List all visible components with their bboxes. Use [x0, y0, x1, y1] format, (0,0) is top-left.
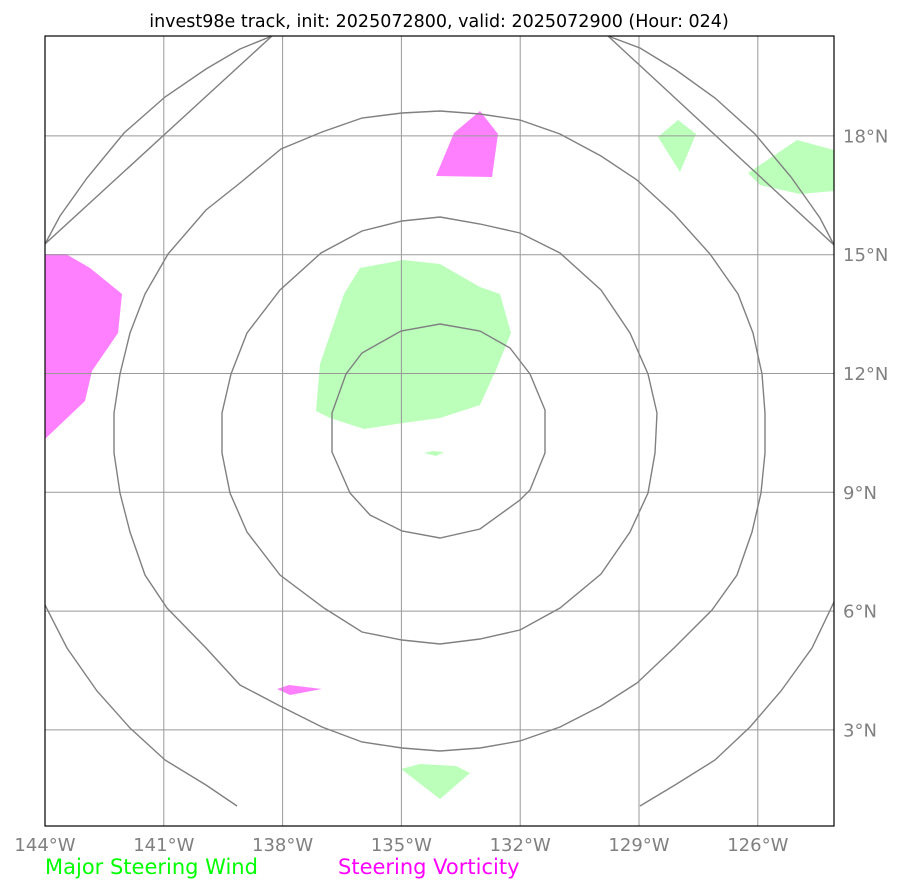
latitude-labels: 18°N 15°N 12°N 9°N 6°N 3°N: [843, 126, 888, 741]
longitude-label: 135°W: [371, 835, 432, 856]
steering-vorticity-areas: [45, 111, 498, 695]
map-frame: [44, 35, 835, 827]
legend: Major Steering Wind Steering Vorticity: [45, 855, 520, 879]
range-ring-3: [113, 110, 766, 752]
range-ring-4: [45, 36, 273, 245]
steering-wind-area-northeast-small: [658, 120, 696, 172]
range-rings: [45, 36, 834, 807]
map-gridlines: [45, 36, 834, 826]
latitude-label: 6°N: [843, 602, 877, 623]
steering-wind-area-south: [401, 764, 470, 799]
steering-vorticity-area-southwest: [277, 685, 322, 695]
latitude-label: 12°N: [843, 364, 888, 385]
longitude-label: 141°W: [133, 835, 194, 856]
legend-steering-wind: Major Steering Wind: [45, 855, 258, 879]
map-plot-area: [45, 36, 834, 826]
range-ring-6: [45, 604, 238, 807]
legend-steering-vorticity: Steering Vorticity: [338, 855, 520, 879]
range-ring-5: [607, 36, 834, 246]
latitude-label: 9°N: [843, 483, 877, 504]
longitude-label: 126°W: [727, 835, 788, 856]
latitude-label: 15°N: [843, 245, 888, 266]
map-title: invest98e track, init: 2025072800, valid…: [149, 12, 729, 32]
longitude-label: 129°W: [608, 835, 669, 856]
range-ring-1: [331, 323, 546, 539]
steering-vorticity-area-west: [45, 254, 122, 439]
latitude-label: 3°N: [843, 720, 877, 741]
steering-wind-area-northeast-edge: [748, 140, 834, 194]
range-ring-2: [221, 216, 658, 645]
longitude-label: 138°W: [252, 835, 313, 856]
range-ring-7: [639, 601, 834, 807]
steering-vorticity-area-north: [436, 111, 498, 177]
longitude-label: 144°W: [14, 835, 75, 856]
longitude-label: 132°W: [490, 835, 551, 856]
steering-wind-area-tiny: [424, 451, 444, 456]
steering-wind-areas: [316, 120, 834, 799]
longitude-labels: 144°W 141°W 138°W 135°W 132°W 129°W 126°W: [14, 835, 788, 856]
steering-wind-area-central: [316, 260, 511, 429]
latitude-label: 18°N: [843, 126, 888, 147]
